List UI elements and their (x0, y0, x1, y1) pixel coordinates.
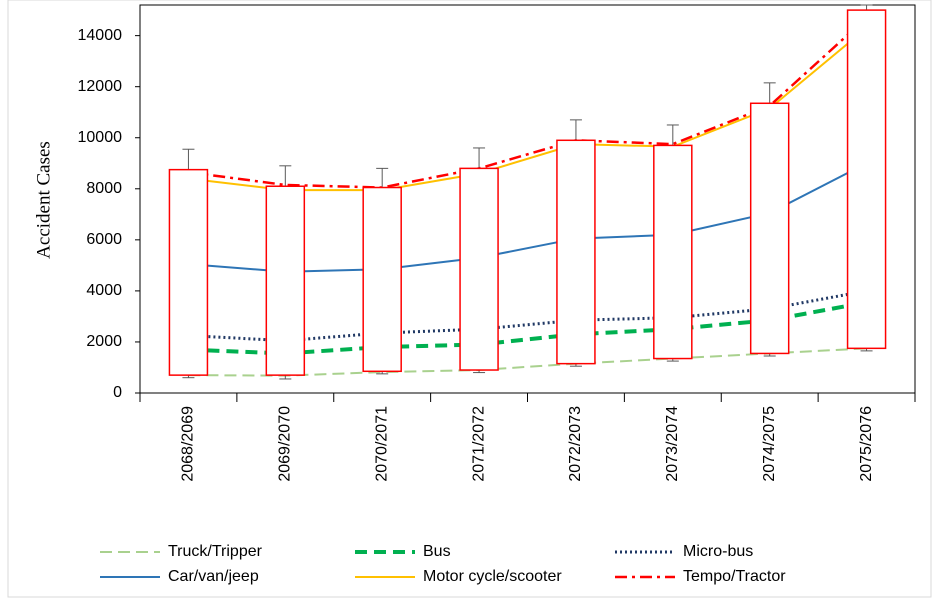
y-tick-label: 8000 (86, 180, 122, 197)
y-tick-label: 12000 (78, 78, 123, 95)
box (168, 168, 209, 376)
legend-label: Tempo/Tractor (683, 568, 786, 585)
box (556, 139, 596, 365)
legend-label: Car/van/jeep (168, 568, 259, 585)
y-tick-label: 10000 (78, 129, 123, 146)
x-tick-label: 2068/2069 (180, 406, 197, 482)
box (265, 185, 306, 376)
x-tick-label: 2071/2072 (470, 406, 487, 482)
y-axis-label: Accident Cases (33, 141, 54, 259)
y-tick-label: 6000 (86, 231, 122, 248)
legend-label: Motor cycle/scooter (423, 568, 562, 585)
y-tick-label: 0 (113, 384, 122, 401)
x-tick-label: 2072/2073 (567, 406, 584, 482)
legend-label: Micro-bus (683, 543, 753, 560)
x-tick-label: 2074/2075 (761, 406, 778, 482)
legend-label: Truck/Tripper (168, 543, 263, 560)
legend-label: Bus (423, 543, 451, 560)
y-tick-label: 14000 (78, 27, 123, 44)
box (653, 144, 693, 360)
chart-frame (7, 0, 932, 598)
y-tick-label: 2000 (86, 333, 122, 350)
x-tick-label: 2069/2070 (277, 406, 294, 482)
box (749, 102, 790, 355)
x-tick-label: 2073/2074 (664, 406, 681, 482)
box (846, 9, 887, 350)
box (362, 186, 402, 373)
y-tick-label: 4000 (86, 282, 122, 299)
x-tick-label: 2075/2076 (858, 406, 875, 482)
x-tick-label: 2070/2071 (373, 406, 390, 482)
box (459, 167, 499, 371)
